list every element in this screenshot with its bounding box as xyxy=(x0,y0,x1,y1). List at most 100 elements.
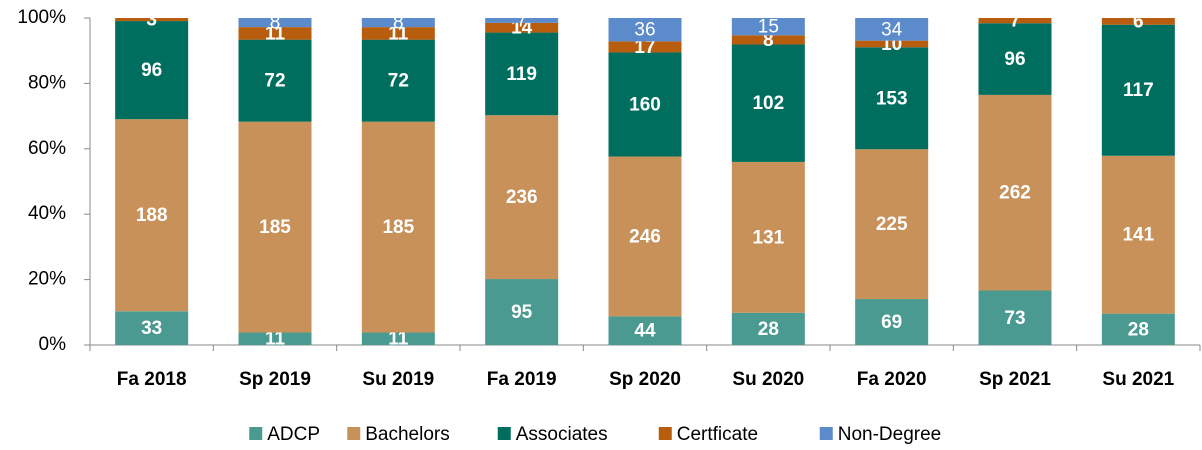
data-label: 117 xyxy=(1123,80,1154,101)
legend-swatch xyxy=(249,427,263,440)
bar-segment xyxy=(115,311,189,345)
bar-segment xyxy=(608,316,682,345)
bar-segment xyxy=(115,21,189,120)
x-tick-label: Sp 2021 xyxy=(979,369,1051,390)
legend-label: Bachelors xyxy=(365,424,450,445)
bar-segment xyxy=(238,18,312,28)
bar-segment xyxy=(238,121,312,333)
data-label: 8 xyxy=(393,13,404,34)
data-label: 236 xyxy=(506,187,538,208)
bar-segment xyxy=(1101,24,1175,156)
data-label: 15 xyxy=(758,17,779,38)
bar-segment xyxy=(1101,313,1175,345)
data-label: 96 xyxy=(1004,49,1025,70)
data-label: 11 xyxy=(388,23,409,44)
data-label: 72 xyxy=(264,71,285,92)
data-label: 72 xyxy=(388,71,409,92)
data-label: 14 xyxy=(511,18,533,39)
bar-segment xyxy=(238,332,312,345)
legend-label: Associates xyxy=(516,424,608,445)
bar-segment xyxy=(485,115,559,280)
y-tick-label: 20% xyxy=(28,269,66,290)
x-tick-label: Fa 2018 xyxy=(117,369,187,390)
data-label: 131 xyxy=(752,227,784,248)
bar-segment xyxy=(731,35,805,45)
bar-segment xyxy=(608,41,682,53)
bar-segment xyxy=(978,18,1052,24)
data-label: 141 xyxy=(1122,225,1154,246)
bar-segment xyxy=(608,52,682,157)
data-label: 185 xyxy=(382,217,414,238)
data-label: 44 xyxy=(634,321,656,342)
x-tick-label: Su 2021 xyxy=(1102,369,1174,390)
legend-label: Non-Degree xyxy=(838,424,942,445)
data-label: 11 xyxy=(265,23,286,44)
data-label: 8 xyxy=(270,13,281,34)
data-label: 188 xyxy=(136,205,168,226)
y-tick-label: 80% xyxy=(28,72,66,93)
data-label: 73 xyxy=(1004,308,1025,329)
bar-segment xyxy=(1101,18,1175,25)
bar-segment xyxy=(1101,155,1175,314)
data-label: 34 xyxy=(881,19,903,40)
bar-segment xyxy=(855,18,929,41)
data-label: 8 xyxy=(763,30,774,51)
bar-segment xyxy=(855,40,929,48)
bar-segment xyxy=(238,27,312,40)
bar-segment xyxy=(361,121,435,333)
data-label: 96 xyxy=(141,60,162,81)
bar-segment xyxy=(485,279,559,345)
bar-segment xyxy=(855,47,929,150)
x-tick-label: Sp 2020 xyxy=(609,369,681,390)
bar-segment xyxy=(978,290,1052,345)
data-label: 6 xyxy=(1133,11,1144,32)
x-tick-label: Fa 2020 xyxy=(857,369,927,390)
data-label: 36 xyxy=(634,20,655,41)
bar-segment xyxy=(115,18,189,22)
y-tick-label: 40% xyxy=(28,203,66,224)
data-label: 69 xyxy=(881,312,902,333)
y-tick-label: 100% xyxy=(17,7,66,28)
data-label: 153 xyxy=(876,88,908,109)
data-label: 7 xyxy=(1010,11,1021,32)
x-tick-label: Fa 2019 xyxy=(487,369,557,390)
bar-segment xyxy=(731,312,805,345)
x-tick-label: Su 2019 xyxy=(362,369,434,390)
bar-segment xyxy=(485,32,559,116)
legend-swatch xyxy=(658,427,672,440)
data-label: 28 xyxy=(1128,319,1149,340)
data-label: 3 xyxy=(146,10,157,31)
x-tick-label: Su 2020 xyxy=(732,369,804,390)
data-label: 95 xyxy=(511,302,533,323)
data-label: 11 xyxy=(265,329,286,350)
data-label: 28 xyxy=(758,319,779,340)
data-label: 185 xyxy=(259,217,291,238)
bar-segment xyxy=(731,44,805,162)
data-label: 11 xyxy=(388,329,409,350)
x-tick-label: Sp 2019 xyxy=(239,369,311,390)
bar-segment xyxy=(485,18,559,23)
bar-segment xyxy=(731,18,805,36)
bar-segment xyxy=(361,39,435,122)
legend-label: ADCP xyxy=(267,424,320,445)
data-label: 246 xyxy=(629,226,661,247)
bar-segment xyxy=(855,149,929,300)
bar-segment xyxy=(855,299,929,345)
bar-segment xyxy=(731,161,805,313)
data-label: 7 xyxy=(516,10,527,31)
legend-swatch xyxy=(347,427,361,440)
data-label: 119 xyxy=(506,64,537,85)
data-label: 262 xyxy=(999,183,1031,204)
y-tick-label: 0% xyxy=(39,334,67,355)
data-label: 102 xyxy=(752,93,784,114)
data-label: 225 xyxy=(876,214,908,235)
legend-swatch xyxy=(819,427,833,440)
bar-segment xyxy=(238,39,312,122)
y-tick-label: 60% xyxy=(28,138,66,159)
bar-segment xyxy=(361,27,435,40)
legend-label: Certficate xyxy=(677,424,758,445)
data-label: 17 xyxy=(634,37,655,58)
bar-segment xyxy=(608,18,682,42)
bar-segment xyxy=(361,18,435,28)
